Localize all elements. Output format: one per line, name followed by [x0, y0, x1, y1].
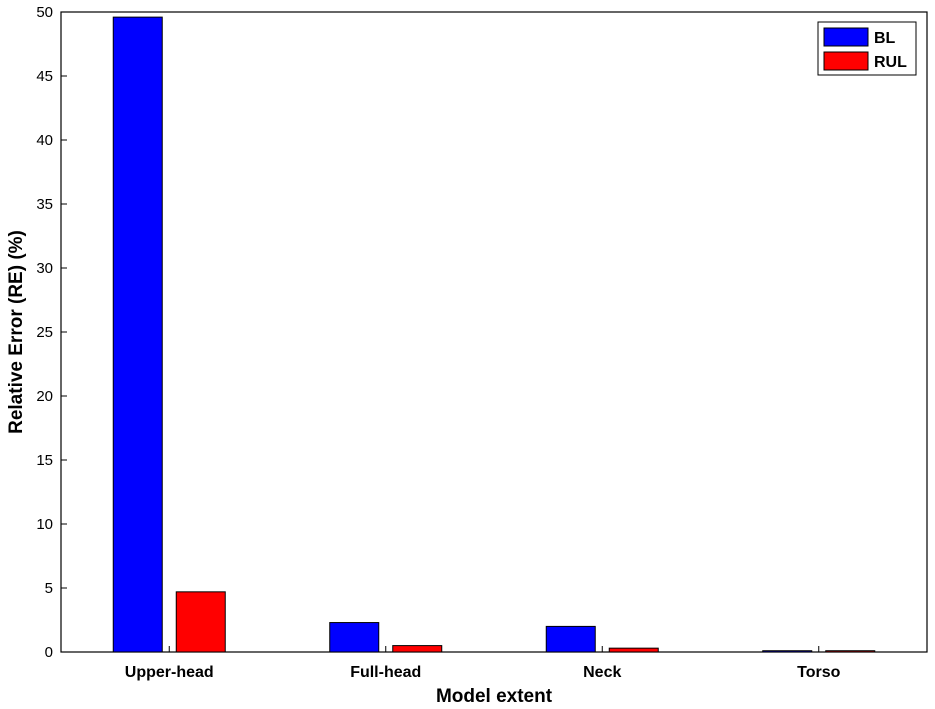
- y-tick-label: 35: [36, 196, 53, 213]
- legend: BL RUL: [817, 21, 917, 76]
- y-tick-label: 50: [36, 4, 53, 21]
- y-tick-label: 25: [36, 324, 53, 341]
- bar-rul-full-head: [392, 645, 443, 653]
- y-tick-label: 10: [36, 516, 53, 533]
- plot-area: [60, 11, 928, 653]
- y-axis: 0 5 10 15 20 25 30 35 40 45 50: [36, 4, 67, 661]
- legend-label-rul: RUL: [874, 54, 907, 71]
- x-axis: Upper-head Full-head Neck Torso: [125, 646, 841, 681]
- y-tick-label: 40: [36, 132, 53, 149]
- y-axis-title: Relative Error (RE) (%): [6, 230, 27, 434]
- x-tick-label: Full-head: [350, 664, 421, 681]
- legend-label-bl: BL: [874, 30, 896, 47]
- bar-bl-upper-head: [112, 16, 163, 653]
- x-tick-label: Torso: [797, 664, 840, 681]
- y-tick-label: 20: [36, 388, 53, 405]
- bar-rul-neck: [608, 647, 659, 653]
- x-tick-label: Upper-head: [125, 664, 214, 681]
- y-tick-label: 5: [45, 580, 53, 597]
- y-tick-label: 30: [36, 260, 53, 277]
- x-axis-title: Model extent: [436, 686, 553, 707]
- bar-bl-torso: [762, 650, 813, 653]
- bar-bl-neck: [545, 625, 596, 653]
- bar-rul-torso: [825, 650, 876, 653]
- legend-swatch-bl: [823, 27, 869, 47]
- y-tick-label: 45: [36, 68, 53, 85]
- bars: [112, 16, 876, 653]
- x-tick-label: Neck: [583, 664, 621, 681]
- bar-rul-upper-head: [175, 591, 226, 653]
- y-tick-label: 15: [36, 452, 53, 469]
- y-tick-label: 0: [45, 644, 53, 661]
- bar-bl-full-head: [329, 622, 380, 653]
- legend-swatch-rul: [823, 51, 869, 71]
